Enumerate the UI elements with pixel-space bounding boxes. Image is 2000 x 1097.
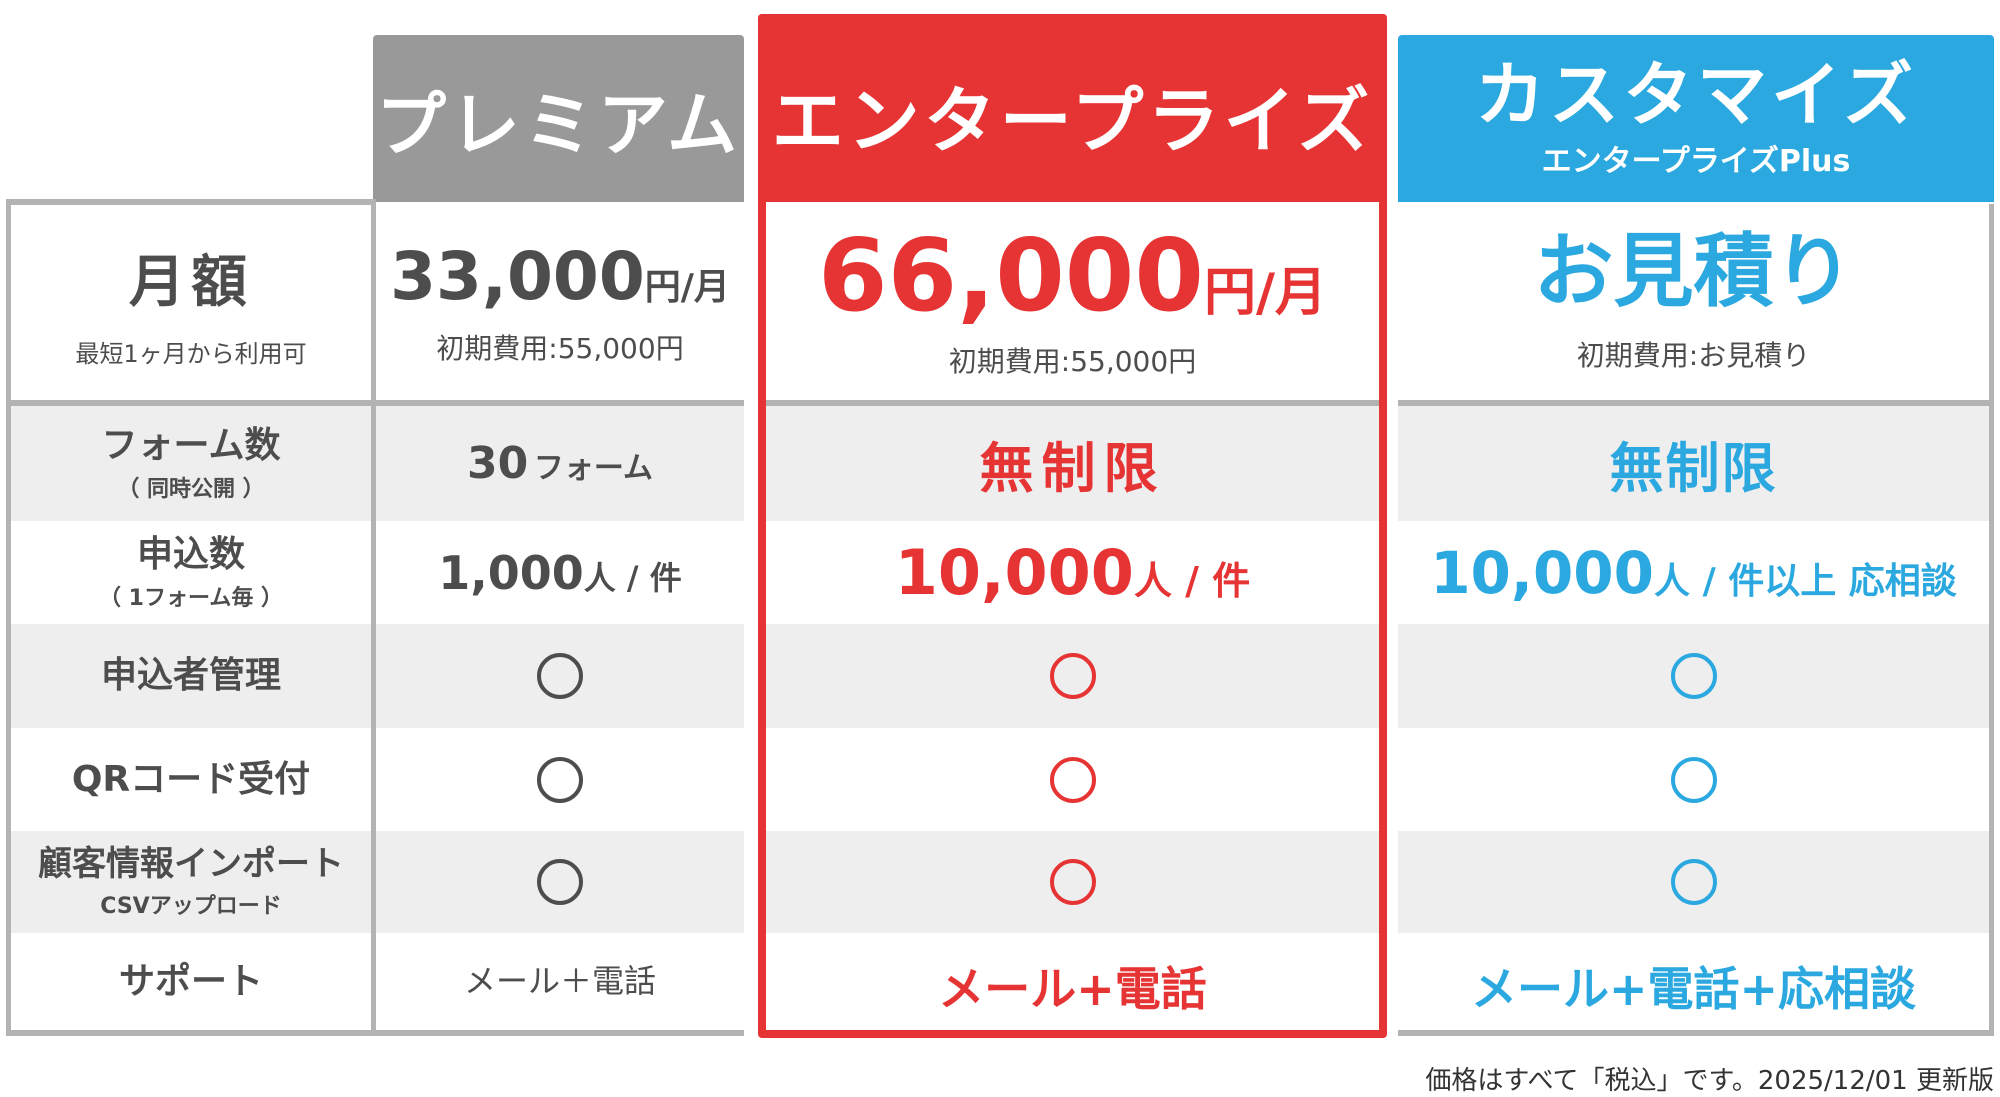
feature-available-custom bbox=[1398, 831, 1989, 933]
price-premium: 33,000円/月 初期費用:55,000円 bbox=[390, 238, 730, 365]
row-label-applicant-management: 申込者管理 bbox=[100, 655, 281, 697]
circle-icon bbox=[537, 653, 583, 699]
support-enterprise: メール+電話 bbox=[938, 961, 1207, 1016]
plan-subtitle: エンタープライズPlus bbox=[1541, 143, 1851, 179]
feature-available-enterprise bbox=[766, 831, 1379, 933]
feature-available-custom bbox=[1398, 728, 1989, 831]
circle-icon bbox=[537, 756, 583, 803]
row-label-support: サポート bbox=[118, 960, 263, 1002]
feature-available-custom bbox=[1398, 624, 1989, 728]
feature-available-enterprise bbox=[766, 728, 1379, 831]
plan-name: カスタマイズ bbox=[1475, 53, 1917, 136]
plan-name: エンタープライズ bbox=[771, 78, 1374, 163]
plan-header-premium: プレミアム bbox=[373, 35, 744, 204]
applications-premium: 1,000人 / 件 bbox=[438, 545, 682, 600]
support-custom: メール+電話+応相談 bbox=[1470, 961, 1917, 1016]
plan-name: プレミアム bbox=[375, 84, 742, 166]
circle-icon bbox=[1049, 859, 1096, 905]
footer-note: 価格はすべて「税込」です。2025/12/01 更新版 bbox=[1425, 1066, 1994, 1096]
circle-icon bbox=[1670, 653, 1717, 699]
row-label-forms: フォーム数 （ 同時公開 ） bbox=[101, 424, 281, 503]
applications-enterprise: 10,000人 / 件 bbox=[894, 536, 1251, 609]
plan-header-custom: カスタマイズ エンタープライズPlus bbox=[1398, 35, 1994, 204]
divider bbox=[6, 199, 373, 205]
circle-icon bbox=[1049, 756, 1096, 803]
forms-premium: 30 フォーム bbox=[467, 438, 653, 489]
price-custom: お見積り 初期費用:お見積り bbox=[1533, 224, 1854, 372]
support-premium: メール＋電話 bbox=[463, 962, 656, 1000]
row-label-customer-import: 顧客情報インポート CSVアップロード bbox=[38, 843, 344, 920]
applications-custom: 10,000人 / 件以上 応相談 bbox=[1430, 538, 1957, 607]
enterprise-highlight-frame bbox=[758, 14, 1387, 1038]
circle-icon bbox=[537, 859, 583, 905]
row-label-qr-reception: QRコード受付 bbox=[71, 758, 311, 800]
circle-icon bbox=[1670, 859, 1717, 905]
row-label-monthly: 月額 最短1ヶ月から利用可 bbox=[75, 249, 307, 368]
feature-available-enterprise bbox=[766, 624, 1379, 728]
feature-available-premium bbox=[376, 728, 744, 831]
price-enterprise: 66,000円/月 初期費用:55,000円 bbox=[818, 216, 1327, 378]
plan-header-enterprise: エンタープライズ bbox=[758, 14, 1387, 204]
feature-available-premium bbox=[376, 831, 744, 933]
row-label-applications: 申込数 （ 1フォーム毎 ） bbox=[99, 533, 283, 612]
feature-available-premium bbox=[376, 624, 744, 728]
forms-custom: 無制限 bbox=[1609, 437, 1778, 500]
circle-icon bbox=[1049, 653, 1096, 699]
circle-icon bbox=[1670, 756, 1717, 803]
forms-enterprise: 無制限 bbox=[979, 437, 1166, 500]
